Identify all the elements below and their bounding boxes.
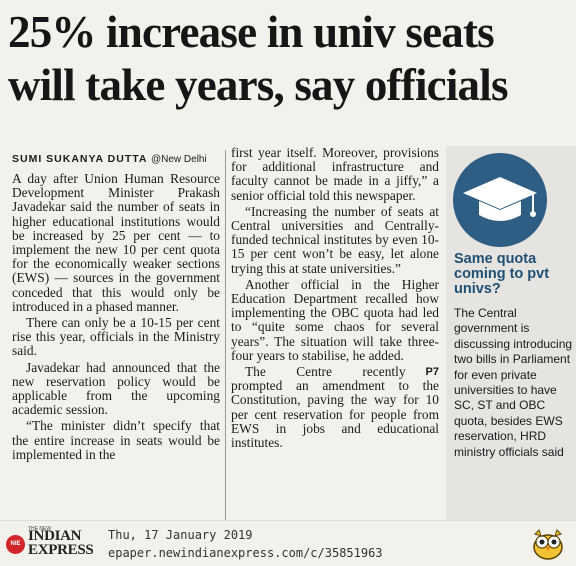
column-divider xyxy=(225,150,226,520)
paragraph: “The minister didn’t specify that the en… xyxy=(12,418,220,462)
byline-author: SUMI SUKANYA DUTTA xyxy=(12,153,148,165)
paragraph: Javadekar had announced that the new res… xyxy=(12,359,220,418)
article-column-1: A day after Union Human Resource Develop… xyxy=(12,171,220,464)
paragraph: “Increasing the number of seats at Centr… xyxy=(231,203,439,276)
sidebar-body: The Central government is discussing int… xyxy=(454,306,573,459)
logo-name: INDIAN EXPRESS xyxy=(28,528,94,558)
logo-prefix: THE NEW xyxy=(28,526,52,532)
headline: 25% increase in univ seats will take yea… xyxy=(8,6,568,112)
footer: NIE THE NEW INDIAN EXPRESS Thu, 17 Janua… xyxy=(0,520,576,566)
headline-line-2: will take years, say officials xyxy=(8,60,508,110)
paragraph: A day after Union Human Resource Develop… xyxy=(12,171,220,314)
sidebar-title: Same quota coming to pvt univs? xyxy=(454,251,550,297)
paragraph: first year itself. Moreover, provisions … xyxy=(231,145,439,203)
paragraph: Another official in the Higher Education… xyxy=(231,276,439,363)
graduation-cap-icon xyxy=(453,153,547,247)
article-column-2: first year itself. Moreover, provisions … xyxy=(231,145,439,452)
edition-date: Thu, 17 January 2019 xyxy=(108,528,253,542)
newspaper-logo-icon: NIE xyxy=(6,535,25,554)
epaper-link[interactable]: epaper.newindianexpress.com/c/35851963 xyxy=(108,546,383,560)
paragraph: P7 The Centre recently prompted an amendm… xyxy=(231,364,439,451)
sidebar-box: Same quota coming to pvt univs? The Cent… xyxy=(446,146,576,536)
page-reference: P7 xyxy=(425,366,439,379)
byline: SUMI SUKANYA DUTTA @New Delhi xyxy=(12,153,207,165)
paragraph: There can only be a 10-15 per cent rise … xyxy=(12,315,220,359)
byline-place: @New Delhi xyxy=(150,154,207,165)
paragraph-text: The Centre recently prompted an amendmen… xyxy=(231,364,439,451)
owl-mascot-icon xyxy=(533,529,563,560)
headline-line-1: 25% increase in univ seats xyxy=(8,7,495,57)
